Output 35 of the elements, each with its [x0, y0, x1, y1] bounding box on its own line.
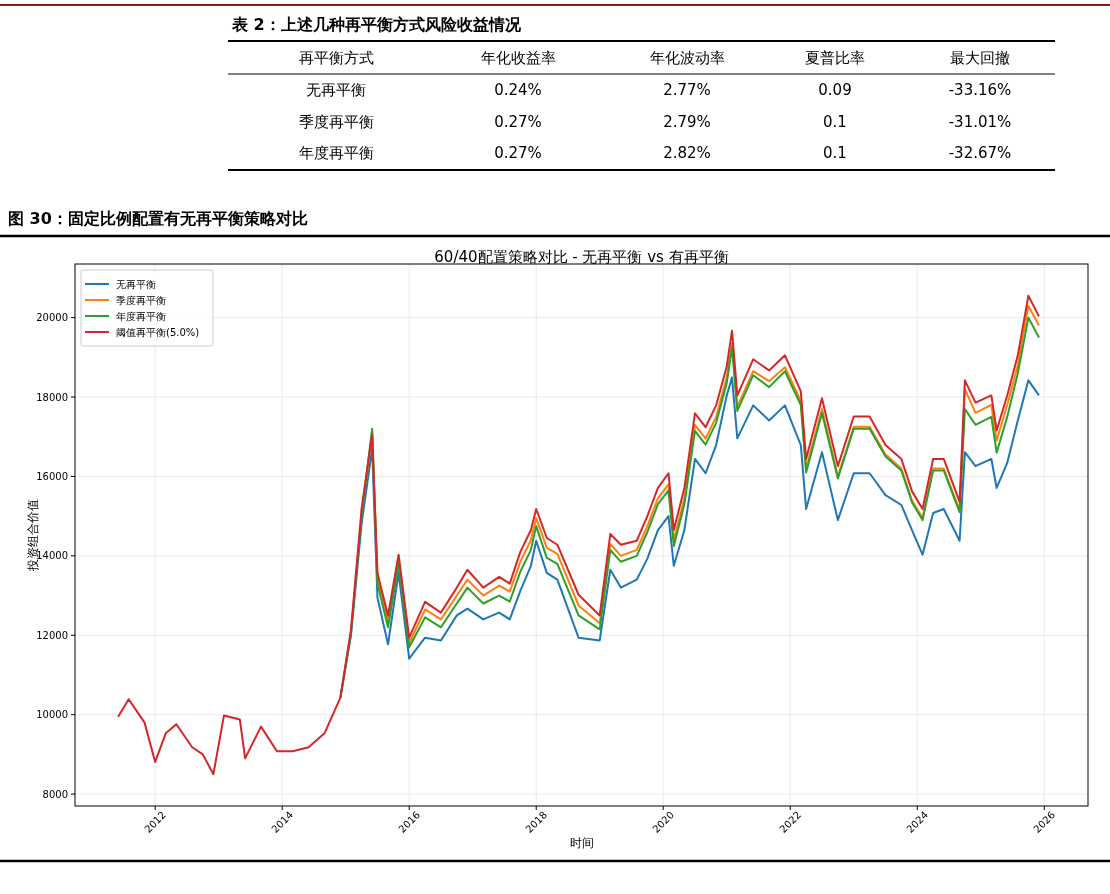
- table-title: 表 2：上述几种再平衡方式风险收益情况: [232, 14, 521, 34]
- legend-label: 无再平衡: [116, 278, 156, 290]
- legend-label: 年度再平衡: [116, 310, 166, 322]
- y-label: 投资组合价值: [26, 499, 40, 571]
- table-cell: -33.16%: [948, 81, 1012, 99]
- table-cell: 年化收益率: [480, 49, 556, 67]
- table-cell: 0.1: [823, 112, 847, 131]
- table-cell: 0.24%: [494, 81, 542, 99]
- y-tick: 12000: [36, 629, 68, 641]
- y-tick: 18000: [36, 391, 68, 403]
- legend-label: 阈值再平衡(5.0%): [116, 326, 200, 338]
- table-cell: 再平衡方式: [298, 49, 374, 67]
- table-cell: -32.67%: [948, 144, 1012, 162]
- table-cell: 年化波动率: [649, 49, 725, 67]
- table-cell: 2.77%: [663, 81, 711, 99]
- table-cell: 0.27%: [494, 112, 542, 131]
- table-cell: 2.82%: [663, 144, 711, 162]
- table-cell: 0.09: [818, 81, 852, 99]
- table-cell: 季度再平衡: [298, 112, 374, 131]
- x-label: 时间: [569, 836, 594, 850]
- legend-label: 季度再平衡: [116, 294, 166, 306]
- table-cell: 0.27%: [494, 144, 542, 162]
- table-cell: 年度再平衡: [298, 144, 374, 162]
- chart-title: 60/40配置策略对比 - 无再平衡 vs 有再平衡: [434, 248, 729, 266]
- y-tick: 10000: [36, 709, 68, 721]
- y-tick: 8000: [42, 788, 68, 800]
- table-cell: 夏普比率: [805, 49, 865, 67]
- table-cell: 2.79%: [663, 112, 711, 131]
- table-cell: 0.1: [823, 144, 847, 162]
- table-cell: -31.01%: [948, 112, 1012, 131]
- figure-caption: 图 30：固定比例配置有无再平衡策略对比: [8, 208, 308, 228]
- y-tick: 20000: [36, 312, 68, 324]
- table-cell: 最大回撤: [950, 49, 1010, 67]
- y-tick: 16000: [36, 470, 68, 482]
- table-cell: 无再平衡: [306, 81, 366, 99]
